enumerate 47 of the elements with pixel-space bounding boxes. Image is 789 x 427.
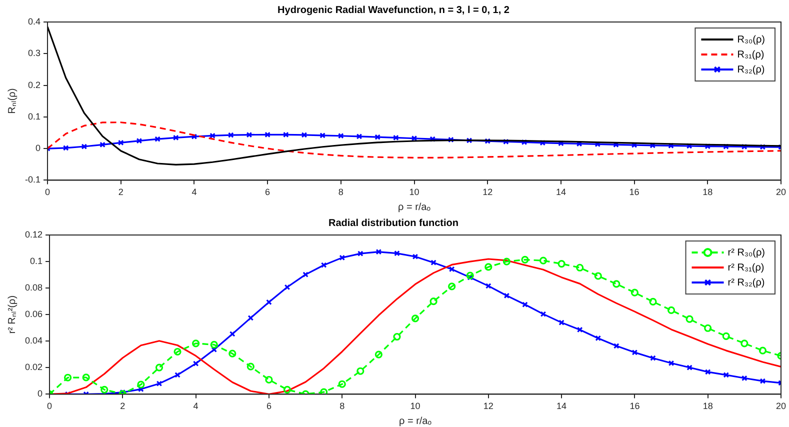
- y-tick-label: 0.4: [28, 16, 41, 26]
- y-axis-title: Rₙₗ(ρ): [6, 88, 18, 114]
- y-tick-label: 0.06: [24, 309, 43, 320]
- x-tick-label: 4: [192, 187, 197, 198]
- x-axis-title: ρ = r/aₒ: [398, 202, 431, 213]
- y-tick-label: 0.3: [28, 48, 41, 58]
- y-tick-label: 0.2: [28, 80, 41, 90]
- chart-title: Radial distribution function: [328, 218, 458, 229]
- x-tick-label: 10: [409, 187, 420, 198]
- y-tick-label: 0.02: [24, 362, 43, 372]
- y-tick-label: 0.1: [28, 111, 41, 122]
- x-tick-label: 6: [265, 187, 270, 198]
- x-tick-label: 10: [410, 401, 420, 412]
- x-tick-label: 0: [47, 401, 52, 412]
- x-tick-label: 20: [776, 187, 786, 198]
- x-tick-label: 8: [340, 401, 345, 412]
- x-tick-label: 16: [630, 401, 640, 412]
- y-tick-label: 0.12: [24, 229, 43, 240]
- x-tick-label: 16: [629, 187, 640, 198]
- chart-title: Hydrogenic Radial Wavefunction, n = 3, l = 0, 1, 2: [278, 4, 510, 16]
- y-tick-label: 0: [35, 143, 41, 154]
- legend-label: R₃₁(ρ): [737, 49, 764, 60]
- x-tick-label: 0: [45, 187, 50, 198]
- legend-label: R₃₂(ρ): [737, 64, 765, 76]
- x-tick-label: 18: [702, 187, 713, 198]
- y-tick-label: 0.1: [30, 256, 43, 266]
- y-tick-label: -0.1: [24, 174, 41, 185]
- x-tick-label: 4: [193, 401, 198, 412]
- x-tick-label: 14: [556, 401, 567, 412]
- x-tick-label: 12: [482, 187, 493, 198]
- y-axis-title: r² Rₙₗ²(ρ): [6, 295, 18, 334]
- x-tick-label: 2: [118, 187, 124, 198]
- x-tick-label: 14: [556, 187, 566, 198]
- y-tick-label: 0.04: [24, 336, 43, 346]
- legend-label: R₃₀(ρ): [737, 34, 765, 46]
- x-tick-label: 18: [702, 401, 713, 412]
- x-axis-title: ρ = r/aₒ: [398, 416, 432, 427]
- x-tick-label: 6: [266, 401, 272, 412]
- x-tick-label: 8: [338, 187, 344, 198]
- legend-label: r² R₃₀(ρ): [728, 247, 765, 258]
- x-tick-label: 12: [483, 401, 494, 412]
- legend-label: r² R₃₁(ρ): [728, 262, 764, 274]
- y-tick-label: 0: [38, 388, 43, 399]
- x-tick-label: 20: [776, 401, 786, 412]
- legend-label: r² R₃₂(ρ): [728, 277, 765, 288]
- x-tick-label: 2: [120, 401, 126, 412]
- y-tick-label: 0.08: [24, 282, 43, 293]
